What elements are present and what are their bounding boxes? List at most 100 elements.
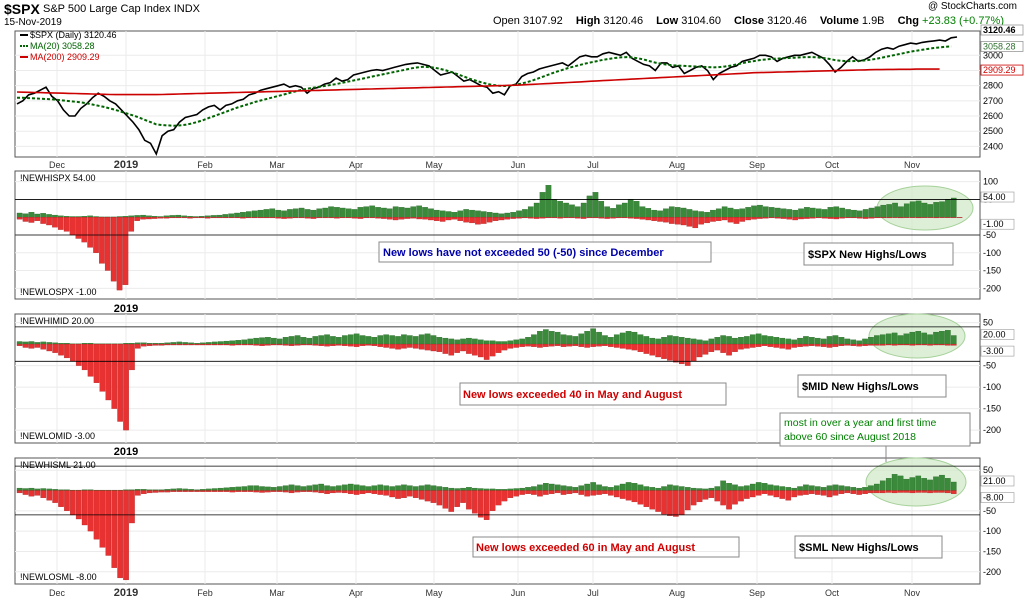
new-high-bar [182,342,188,345]
new-low-bar [111,343,118,409]
new-high-bar [407,335,413,345]
new-high-bar [263,209,270,218]
new-high-bar [661,486,667,491]
new-low-bar [868,217,875,219]
new-high-bar [933,202,939,218]
new-high-bar [690,487,697,491]
new-low-bar [353,343,360,347]
x-tick-label: Jul [587,160,599,170]
new-high-bar [146,215,152,218]
new-low-bar [122,217,129,285]
new-low-bar [557,217,563,219]
new-low-bar [721,217,728,221]
y-tick-label: -150 [983,404,1001,414]
new-low-bar [28,490,35,497]
value-tag-low: -8.00 [983,493,1004,503]
new-low-bar [527,217,534,219]
new-low-bar [241,490,248,492]
new-low-bar [117,490,123,579]
new-high-bar [602,486,608,491]
new-high-bar [204,215,211,218]
close-value: 3120.46 [767,15,807,27]
new-high-bar [276,338,283,345]
new-high-bar [645,208,652,218]
new-high-bar [40,488,47,491]
y-tick-label: 50 [983,318,993,328]
legend-entry: $SPX (Daily) 3120.46 [30,30,117,40]
new-low-bar [486,217,493,223]
new-high-bar [46,342,53,345]
new-high-bar [294,335,301,345]
new-low-bar [820,490,827,496]
value-tag-box [980,329,1015,340]
new-lows-label: !NEWLOSML -8.00 [20,572,97,582]
new-high-bar [696,339,703,345]
new-low-bar [228,217,234,219]
new-high-bar [389,486,395,491]
new-low-bar [897,343,904,346]
new-low-bar [253,343,259,346]
new-low-bar [57,217,64,230]
new-low-bar [504,217,511,220]
new-low-bar [371,490,378,494]
y-tick-label: -50 [983,361,996,371]
new-high-bar [545,185,552,218]
new-high-bar [359,485,366,491]
new-high-bar [489,340,496,345]
new-high-bar [322,207,328,218]
new-low-bar [52,217,58,228]
new-high-bar [163,215,170,218]
new-low-bar [495,343,502,353]
new-low-bar [584,343,590,348]
new-low-bar [169,217,176,219]
new-high-bar [950,335,957,345]
value-tag-low: -1.00 [983,219,1004,229]
value-tag-box [980,345,1015,357]
new-low-bar [439,217,446,222]
new-high-bar [891,332,898,345]
new-low-bar [510,217,516,219]
new-low-bar [927,490,933,494]
new-high-bar [300,486,307,491]
new-low-bar [874,490,880,494]
new-low-bar [223,490,230,492]
new-low-bar [383,343,389,348]
new-low-bar [259,343,265,346]
new-high-bar [200,342,206,345]
new-high-bar [410,206,417,218]
new-high-bar [28,212,35,218]
new-low-bar [235,343,242,346]
new-high-bar [745,207,751,218]
new-high-bar [439,210,446,218]
new-low-bar [586,217,593,219]
new-low-bar [181,217,187,219]
new-low-bar [353,490,360,495]
new-low-bar [820,343,827,347]
new-high-bar [543,483,549,491]
new-low-bar [862,490,868,494]
new-high-bar [892,202,898,218]
new-low-bar [850,343,857,346]
new-low-bar [404,217,411,219]
new-low-bar [684,490,691,511]
new-low-bar [613,490,620,498]
new-low-bar [625,343,632,350]
new-high-bar [363,206,370,218]
new-low-bar [773,343,780,348]
annotation-box [378,241,712,263]
new-low-bar [673,343,679,363]
new-low-bar [163,217,170,219]
new-low-bar [661,490,667,515]
new-high-bar [176,341,183,345]
new-high-bar [428,208,434,218]
new-low-bar [732,343,738,352]
new-low-bar [433,217,440,221]
new-low-bar [75,490,82,520]
new-high-bar [738,337,744,345]
new-low-bar [251,217,258,219]
new-high-bar [798,208,804,218]
new-high-bar [371,485,378,491]
new-low-bar [563,217,569,219]
volume-value: 1.9B [861,15,885,27]
y-tick-label: -150 [983,546,1001,556]
